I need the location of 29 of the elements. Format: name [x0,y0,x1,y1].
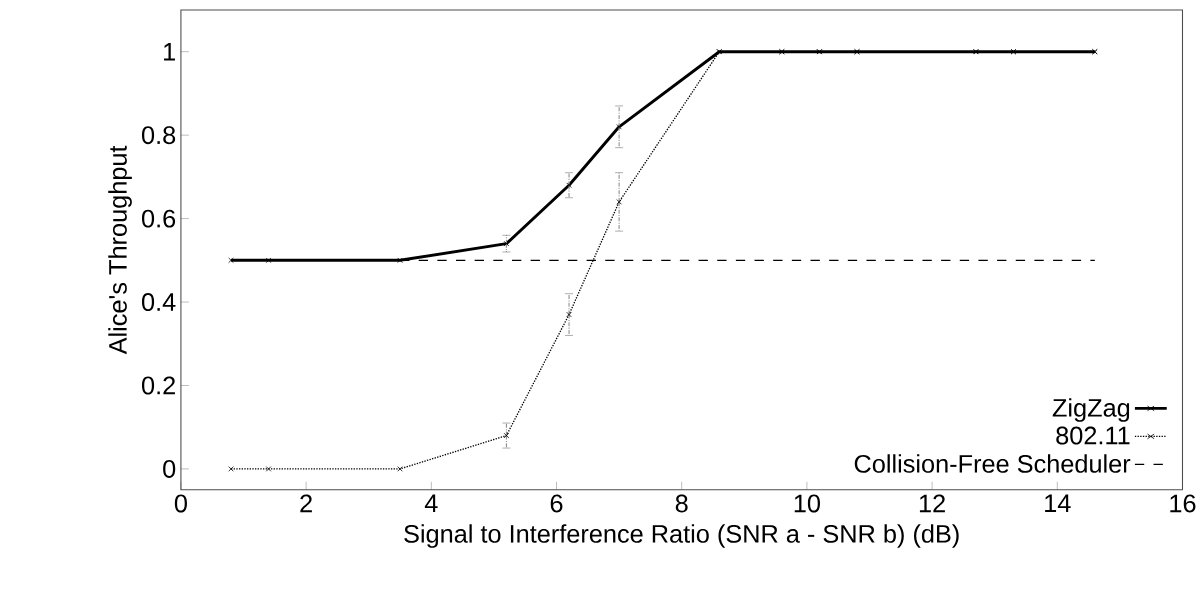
x-tick-label: 14 [1045,494,1071,513]
point [265,257,272,264]
legend-label: Collision-Free Scheduler [854,454,1131,473]
legend-label: 802.11 [1056,426,1130,445]
x-axis-title: Signal to Interference Ratio (SNR a - SNR b) (dB) [404,524,959,548]
x-tick-label: 8 [675,494,688,513]
point [566,182,572,189]
y-tick-label: 0.6 [142,209,176,228]
point [228,466,234,472]
point [265,466,272,472]
point [566,311,572,318]
x-tick-label: 16 [1170,494,1196,513]
y-tick-label: 0.2 [142,376,175,395]
point [616,124,622,130]
x-tick-label: 4 [424,494,438,513]
y-tick-label: 0.8 [142,126,176,145]
point [397,466,403,472]
x-tick-label: 12 [919,494,945,513]
point [503,432,510,439]
x-tick-label: 6 [550,494,563,513]
y-tick-label: 1 [164,43,175,61]
point [616,199,622,205]
legend-label: ZigZag [1052,398,1130,422]
y-tick-label: 0 [163,460,176,479]
y-axis-title: Alice's Throughput [108,145,132,355]
x-tick-label: 2 [300,494,312,513]
point [228,257,234,264]
x-tick-label: 10 [794,494,820,513]
y-tick-label: 0.4 [142,293,176,312]
